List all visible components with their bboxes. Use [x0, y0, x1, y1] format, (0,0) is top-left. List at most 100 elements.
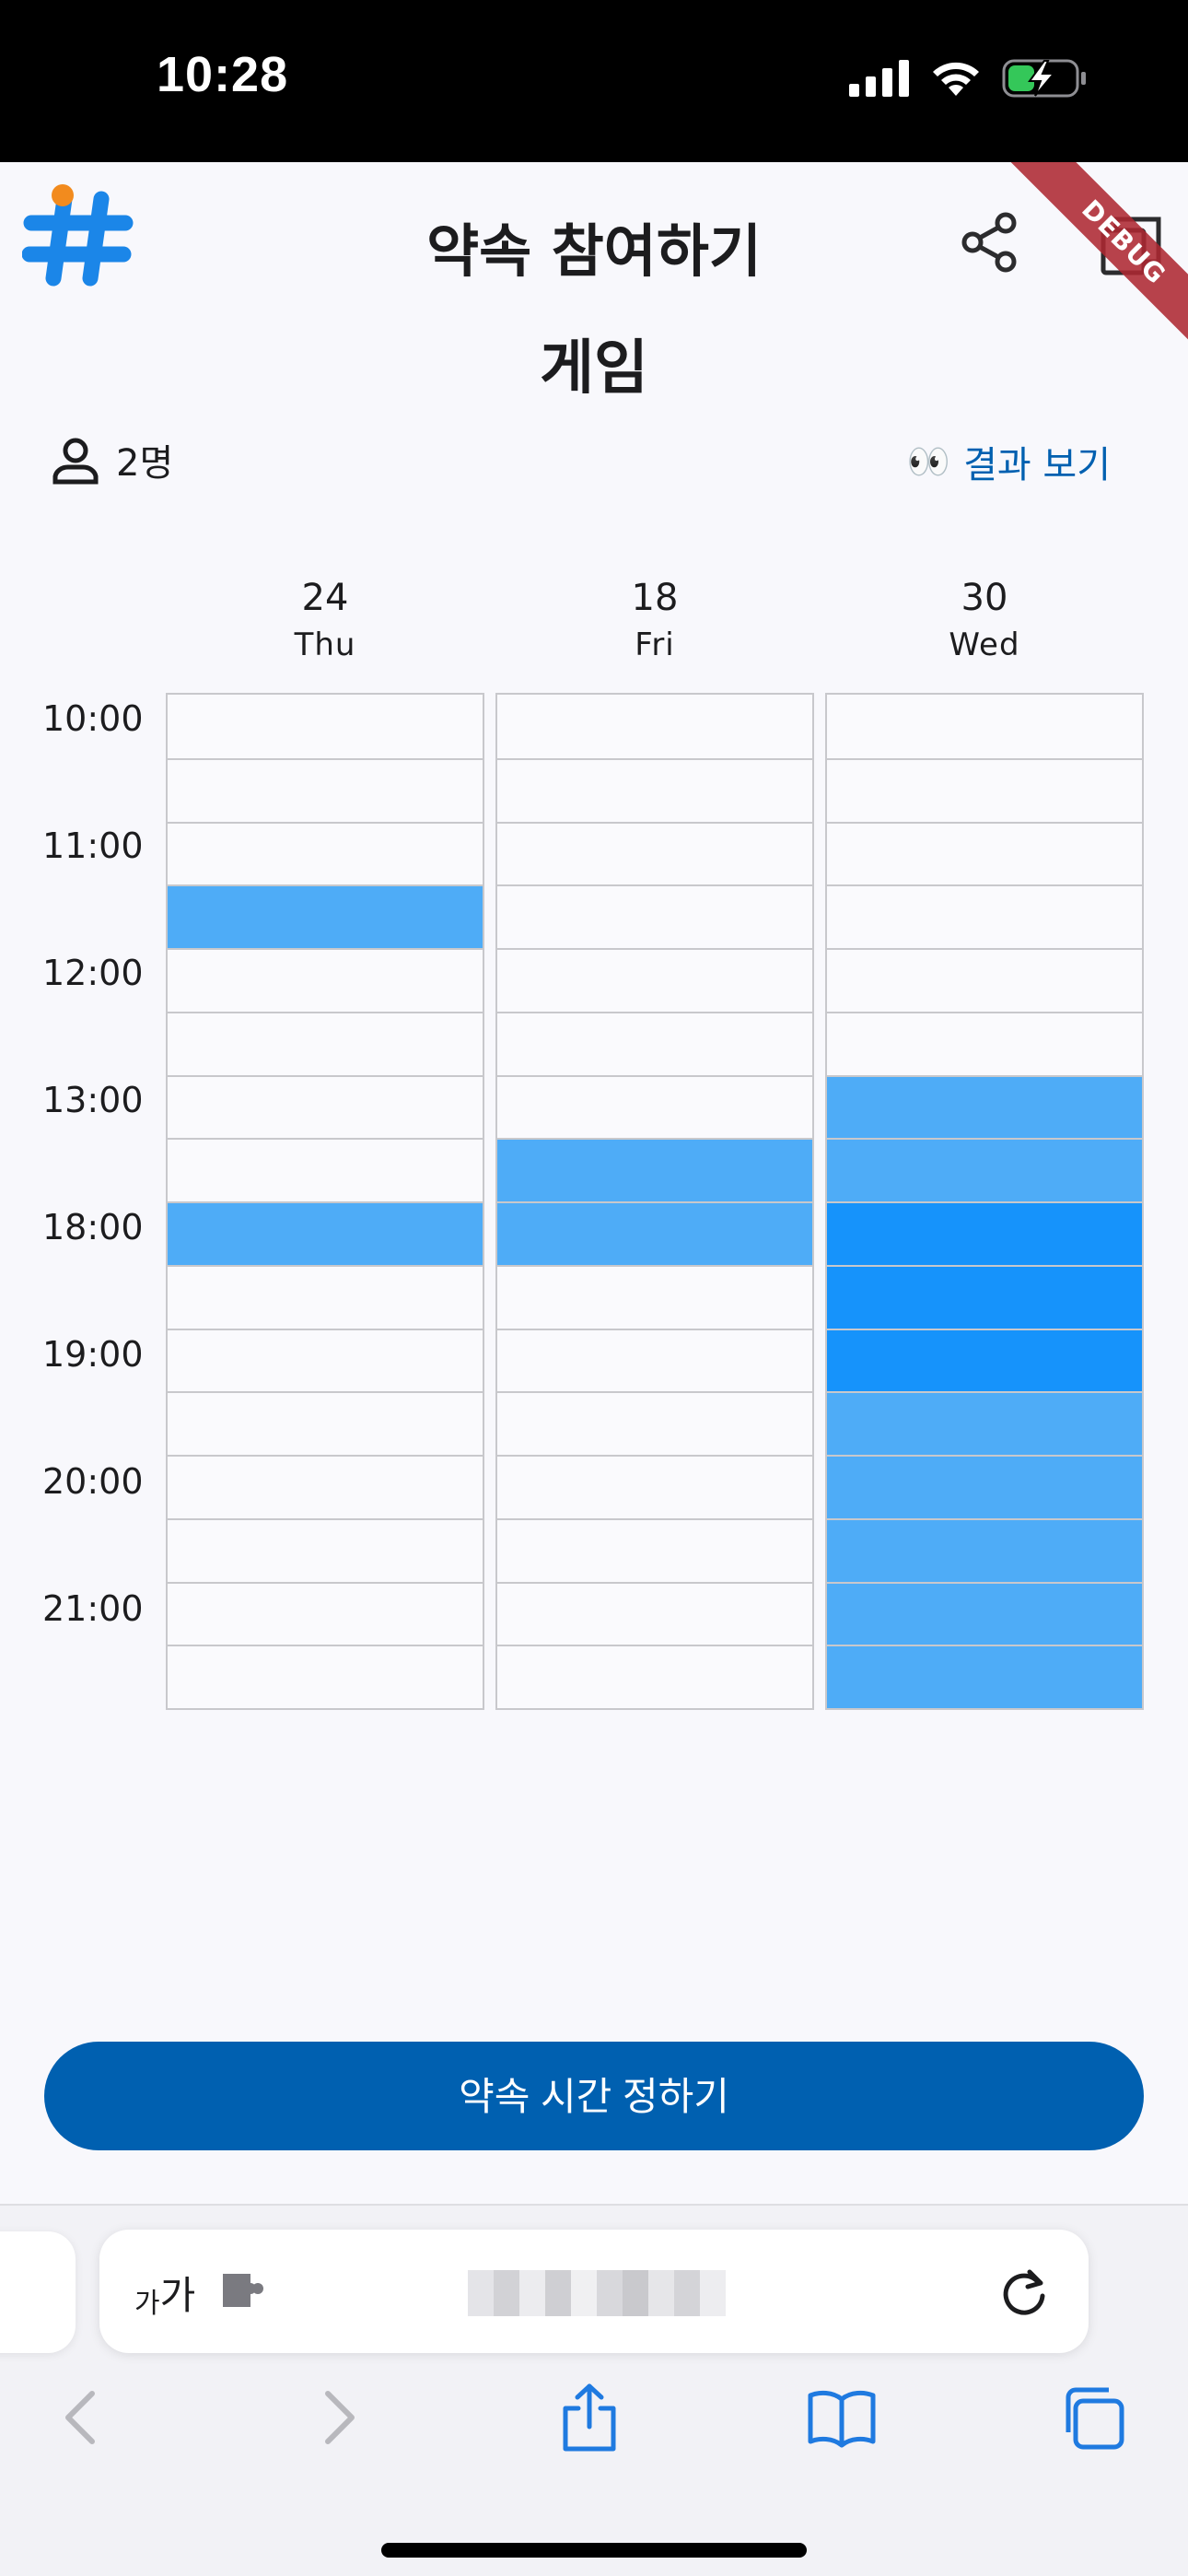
time-slot-cell[interactable] — [827, 1391, 1142, 1455]
time-label: 18:00 — [42, 1207, 144, 1247]
time-slot-cell[interactable] — [827, 1455, 1142, 1518]
time-slot-cell[interactable] — [168, 1391, 483, 1455]
page-settings-button[interactable]: 가 가 — [134, 2265, 195, 2321]
tabs-icon[interactable] — [1057, 2381, 1131, 2454]
time-slot-cell[interactable] — [497, 948, 812, 1012]
status-icons — [849, 57, 1087, 100]
time-slot-cell[interactable] — [168, 948, 483, 1012]
time-slot-cell[interactable] — [497, 1201, 812, 1265]
time-slot-cell[interactable] — [497, 1517, 812, 1582]
time-slot-cell[interactable] — [827, 1264, 1142, 1329]
status-bar: 10:28 — [0, 0, 1188, 162]
time-slot-cell[interactable] — [497, 821, 812, 885]
chevron-left-icon[interactable] — [44, 2381, 118, 2454]
time-slot-cell[interactable] — [497, 1455, 812, 1518]
browser-nav-row — [0, 2381, 1188, 2454]
time-slot-cell[interactable] — [168, 1138, 483, 1201]
time-slot-cell[interactable] — [827, 821, 1142, 885]
app-logo-icon — [22, 184, 134, 287]
day-date: 24 — [301, 577, 349, 619]
time-slot-cell[interactable] — [827, 1074, 1142, 1139]
time-slot-cell[interactable] — [497, 1328, 812, 1392]
time-slot-cell[interactable] — [827, 757, 1142, 822]
day-column-1 — [495, 693, 814, 1710]
puzzle-piece-icon[interactable] — [219, 2270, 271, 2311]
copy-button[interactable] — [1094, 212, 1168, 276]
time-slot-cell[interactable] — [168, 884, 483, 948]
time-slot-cell[interactable] — [168, 1011, 483, 1075]
copy-icon — [1101, 217, 1161, 275]
time-slot-cell[interactable] — [168, 1074, 483, 1139]
book-icon[interactable] — [805, 2381, 879, 2454]
day-column-0 — [166, 693, 484, 1710]
time-slot-cell[interactable] — [827, 1328, 1142, 1392]
time-slot-cell[interactable] — [827, 1645, 1142, 1708]
time-slot-cell[interactable] — [827, 1517, 1142, 1582]
day-weekday: Thu — [294, 626, 356, 663]
participant-count-text: 2명 — [116, 442, 174, 485]
chevron-right-icon[interactable] — [302, 2381, 376, 2454]
time-slot-cell[interactable] — [497, 757, 812, 822]
day-date: 18 — [631, 577, 679, 619]
eyes-emoji-icon: 👀 — [906, 440, 951, 482]
day-header-0: 24 Thu — [166, 573, 484, 667]
time-slot-cell[interactable] — [168, 821, 483, 885]
day-date: 30 — [961, 577, 1008, 619]
time-slot-cell[interactable] — [168, 757, 483, 822]
time-slot-cell[interactable] — [497, 695, 812, 758]
time-slot-cell[interactable] — [168, 1328, 483, 1392]
time-label: 12:00 — [42, 953, 144, 993]
time-slot-cell[interactable] — [168, 1264, 483, 1329]
share-button[interactable] — [958, 210, 1022, 275]
home-indicator — [381, 2543, 807, 2558]
address-bar[interactable]: 가 가 — [99, 2230, 1089, 2353]
time-slot-cell[interactable] — [827, 1011, 1142, 1075]
day-header-2: 30 Wed — [825, 573, 1144, 667]
event-title: 게임 — [540, 334, 648, 403]
time-slot-cell[interactable] — [497, 1074, 812, 1139]
page-title: 약속 참여하기 — [426, 217, 762, 285]
confirm-time-button[interactable]: 약속 시간 정하기 — [44, 2042, 1144, 2150]
time-slot-cell[interactable] — [168, 1517, 483, 1582]
time-slot-cell[interactable] — [827, 1201, 1142, 1265]
time-slot-cell[interactable] — [168, 695, 483, 758]
time-slot-cell[interactable] — [497, 1138, 812, 1201]
cellular-signal-icon — [849, 60, 909, 97]
time-label: 13:00 — [42, 1080, 144, 1120]
time-label: 10:00 — [42, 698, 144, 739]
view-results-label: 결과 보기 — [963, 444, 1111, 486]
time-label: 19:00 — [42, 1334, 144, 1375]
aa-small-glyph: 가 — [134, 2288, 160, 2320]
share-icon[interactable] — [553, 2381, 626, 2454]
share-nodes-icon — [961, 212, 1017, 273]
battery-charging-icon — [1002, 59, 1086, 98]
time-slot-cell[interactable] — [497, 1011, 812, 1075]
time-slot-cell[interactable] — [168, 1455, 483, 1518]
previous-tab-preview[interactable] — [0, 2231, 76, 2353]
time-slot-cell[interactable] — [168, 1201, 483, 1265]
time-slot-cell[interactable] — [168, 1645, 483, 1708]
time-slot-cell[interactable] — [827, 884, 1142, 948]
participant-count: 2명 — [50, 433, 173, 486]
time-slot-cell[interactable] — [497, 884, 812, 948]
day-weekday: Fri — [635, 626, 675, 663]
time-label: 21:00 — [42, 1588, 144, 1629]
aa-large-glyph: 가 — [159, 2273, 196, 2318]
time-slot-cell[interactable] — [497, 1581, 812, 1645]
time-slot-cell[interactable] — [827, 1581, 1142, 1645]
time-label: 20:00 — [42, 1461, 144, 1502]
person-icon — [52, 438, 99, 485]
view-results-link[interactable]: 👀 결과 보기 — [907, 435, 1111, 488]
reload-icon[interactable] — [996, 2265, 1052, 2320]
time-slot-cell[interactable] — [827, 1138, 1142, 1201]
day-column-2 — [825, 693, 1144, 1710]
time-slot-cell[interactable] — [497, 1264, 812, 1329]
time-slot-cell[interactable] — [168, 1581, 483, 1645]
status-time: 10:28 — [157, 47, 289, 102]
time-slot-cell[interactable] — [827, 948, 1142, 1012]
time-slot-cell[interactable] — [827, 695, 1142, 758]
day-weekday: Wed — [949, 626, 1020, 663]
time-slot-cell[interactable] — [497, 1391, 812, 1455]
time-slot-cell[interactable] — [497, 1645, 812, 1708]
